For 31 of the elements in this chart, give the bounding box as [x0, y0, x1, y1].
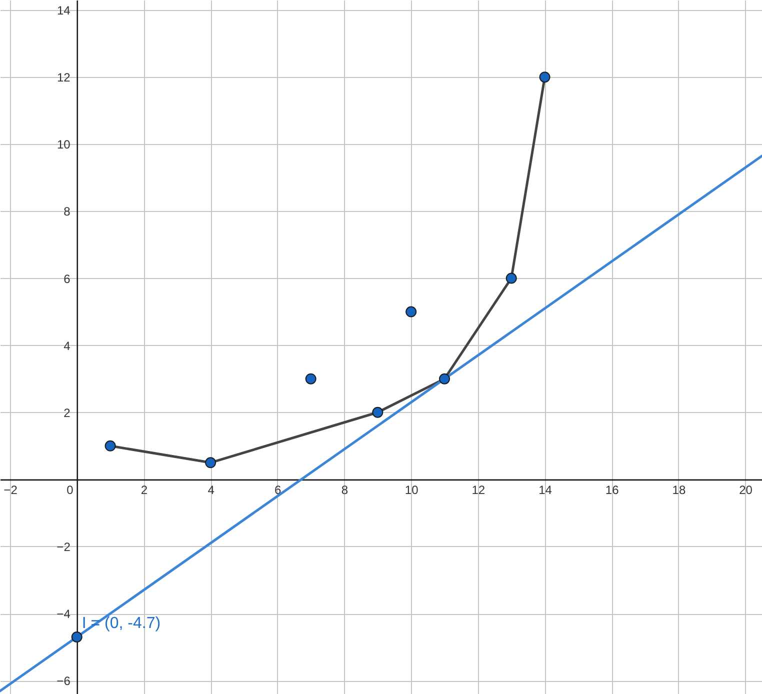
point: [71, 632, 82, 642]
y-tick-label: 12: [57, 70, 71, 85]
x-tick-label: 20: [739, 482, 753, 497]
point: [305, 373, 316, 384]
y-tick-label: 2: [64, 406, 71, 420]
point: [372, 406, 384, 418]
x-tick-label: 4: [208, 482, 215, 497]
x-tick-label: 10: [404, 482, 419, 497]
point: [539, 72, 550, 83]
point: [205, 457, 216, 468]
x-tick-label: 18: [672, 482, 686, 497]
y-tick-label: 6: [64, 272, 71, 286]
point: [506, 272, 517, 284]
y-tick-label: −2: [56, 540, 71, 554]
x-tick-label: 0: [66, 482, 74, 497]
x-tick-label: 14: [538, 482, 552, 497]
y-tick-label: 4: [64, 338, 71, 353]
point: [439, 373, 450, 384]
x-tick-label: 8: [341, 482, 348, 497]
x-tick-label: 12: [472, 482, 486, 497]
y-tick-label: 8: [64, 204, 71, 219]
x-tick-label: 2: [140, 482, 148, 497]
x-tick-label: 6: [274, 482, 282, 497]
y-tick-label: 14: [57, 4, 71, 18]
x-tick-label: 16: [605, 482, 620, 497]
y-tick-label: 10: [57, 138, 71, 152]
x-tick-label: −2: [4, 482, 18, 497]
point: [406, 306, 417, 318]
y-tick-label: −4: [56, 607, 71, 622]
y-tick-label: −6: [56, 674, 71, 688]
point: [104, 440, 116, 452]
